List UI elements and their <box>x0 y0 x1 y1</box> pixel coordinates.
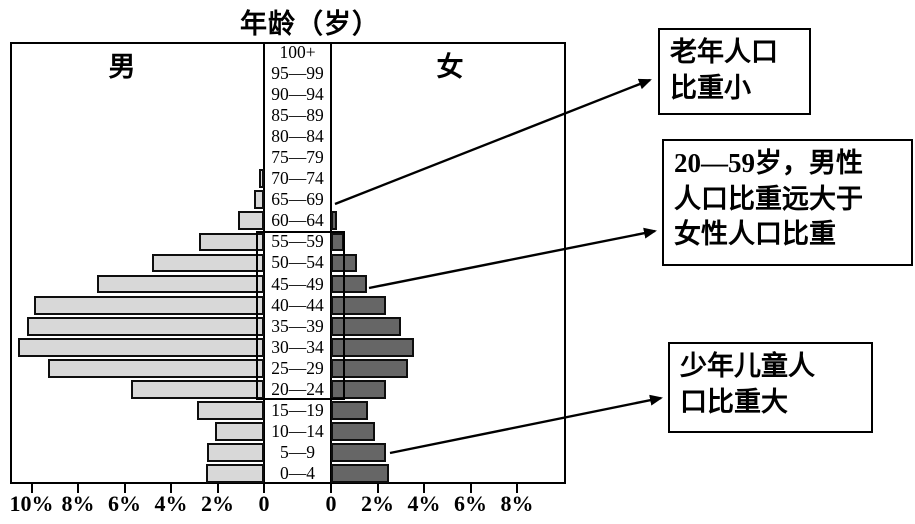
callout-text-line: 老年人口 <box>670 37 778 67</box>
male-bar <box>96 274 264 294</box>
x-axis-tick-label: 0 <box>258 491 270 516</box>
age-label: 25—29 <box>271 357 324 378</box>
x-axis-tick-label: 8% <box>500 491 534 516</box>
x-axis-tick <box>170 484 173 493</box>
male-bar <box>259 169 264 189</box>
female-bar <box>331 211 337 231</box>
age-label: 90—94 <box>271 84 324 105</box>
age-label: 15—19 <box>271 399 324 420</box>
callout-working-age-population: 20—59岁，男性 人口比重远大于 女性人口比重 <box>662 139 913 266</box>
age-label: 95—99 <box>271 63 324 84</box>
x-axis-tick <box>469 484 472 493</box>
male-bar <box>205 464 264 483</box>
x-axis-tick <box>423 484 426 493</box>
callout-elderly-population: 老年人口 比重小 <box>658 28 811 115</box>
age-label: 20—24 <box>271 378 324 399</box>
x-axis-tick <box>516 484 519 493</box>
callout-children-population: 少年儿童人 口比重大 <box>668 342 873 433</box>
age-label: 80—84 <box>271 126 324 147</box>
male-bar <box>17 337 264 357</box>
male-bar <box>47 358 264 378</box>
x-axis-tick <box>123 484 126 493</box>
male-bar <box>207 443 264 462</box>
x-axis-tick <box>30 484 33 493</box>
x-axis-tick <box>330 484 333 493</box>
age-label: 30—34 <box>271 336 324 357</box>
x-axis-tick-label: 2% <box>201 491 234 516</box>
age-label: 75—79 <box>271 147 324 168</box>
age-label: 40—44 <box>271 294 324 315</box>
callout-text-line: 20—59岁，男性 <box>674 148 863 178</box>
x-axis-tick-label: 0 <box>325 491 337 516</box>
age-label: 100+ <box>279 42 316 62</box>
female-section-label: 女 <box>436 52 464 82</box>
x-axis-tick-label: 10% <box>9 491 54 516</box>
male-bar <box>215 421 264 441</box>
x-axis-tick-label: 6% <box>108 491 141 516</box>
chart-title: 年龄（岁） <box>240 9 380 39</box>
age-label: 10—14 <box>271 420 324 441</box>
age-label: 45—49 <box>271 273 324 294</box>
female-bar <box>331 400 369 420</box>
female-bar <box>331 274 368 294</box>
female-bar <box>331 464 390 483</box>
male-bar <box>238 211 264 231</box>
female-bar <box>331 232 344 252</box>
x-axis-tick <box>263 484 266 493</box>
x-axis-tick-label: 2% <box>361 491 394 516</box>
age-label: 60—64 <box>271 210 324 231</box>
callout-text-line: 人口比重远大于 <box>674 183 863 214</box>
female-bar <box>331 358 408 378</box>
age-label: 55—59 <box>271 231 324 252</box>
age-label: 65—69 <box>271 189 324 210</box>
callout-text-line: 少年儿童人 <box>680 351 815 381</box>
female-bar <box>331 443 386 462</box>
male-bar <box>196 400 264 420</box>
x-axis-tick <box>376 484 379 493</box>
female-bar <box>331 337 414 357</box>
x-axis-tick-label: 4% <box>407 491 441 516</box>
male-bar <box>33 295 264 315</box>
age-label: 85—89 <box>271 105 324 126</box>
male-bar <box>26 316 264 336</box>
age-label: 5—9 <box>280 441 315 462</box>
male-bar <box>131 379 264 399</box>
age-20-59-highlight-box <box>255 231 345 400</box>
male-bar <box>152 253 264 273</box>
male-bar <box>253 190 264 210</box>
x-axis-tick <box>216 484 219 493</box>
female-bar <box>331 421 376 441</box>
male-section-label: 男 <box>108 52 136 82</box>
age-label: 70—74 <box>271 168 324 189</box>
right-zero-axis-line <box>329 42 332 484</box>
x-axis-tick-label: 6% <box>454 491 487 516</box>
callout-text-line: 女性人口比重 <box>674 219 836 250</box>
x-axis-tick <box>77 484 80 493</box>
age-label: 35—39 <box>271 315 324 336</box>
male-bar <box>198 232 264 252</box>
x-axis-tick-label: 4% <box>154 491 188 516</box>
female-bar <box>331 316 401 336</box>
x-axis-tick-label: 8% <box>61 491 95 516</box>
age-label: 0—4 <box>280 462 315 483</box>
callout-text-line: 比重小 <box>670 72 751 103</box>
callout-text-line: 口比重大 <box>680 386 788 417</box>
age-label: 50—54 <box>271 252 324 273</box>
